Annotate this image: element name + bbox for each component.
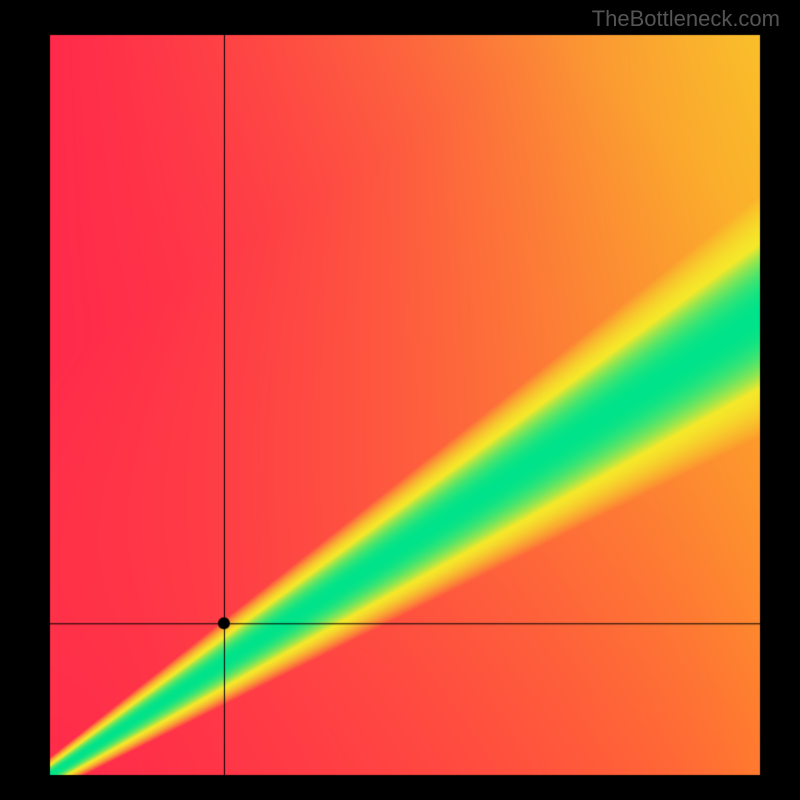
bottleneck-heatmap [0,0,800,800]
chart-container: TheBottleneck.com [0,0,800,800]
watermark-text: TheBottleneck.com [592,6,780,32]
